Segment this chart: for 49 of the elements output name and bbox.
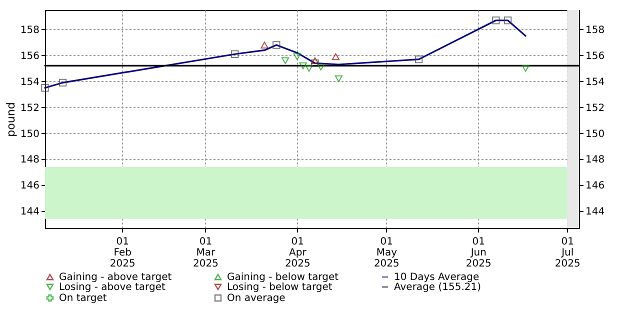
- point: [281, 57, 290, 64]
- point: [41, 84, 49, 92]
- y-tick-label: 152: [20, 102, 40, 114]
- legend-label: Losing - above target: [59, 282, 166, 293]
- x-tick-label: 01 Feb 2025: [110, 236, 136, 270]
- point: [311, 57, 319, 64]
- y-tick-label: 144: [20, 206, 40, 218]
- x-tick-label: 01 Mar 2025: [192, 236, 218, 270]
- point: [522, 64, 530, 72]
- point: [492, 16, 500, 24]
- y2-tick-label: 158: [586, 24, 605, 36]
- legend-label: Losing - below target: [227, 282, 332, 293]
- y-axis-title: pound: [4, 102, 18, 137]
- legend-label: Gaining - below target: [227, 272, 339, 283]
- point: [305, 64, 313, 72]
- y2-tick-label: 148: [586, 154, 605, 166]
- point: [414, 55, 423, 64]
- x-tick-label: 01 May 2025: [374, 236, 400, 270]
- y2-tick-label: 150: [586, 128, 605, 140]
- y-tick-label: 154: [20, 76, 40, 88]
- x-tick-label: 01 Jul 2025: [554, 236, 580, 270]
- y2-tick-label: 154: [586, 76, 605, 88]
- y-tick-label: 148: [20, 154, 40, 166]
- point: [504, 16, 512, 24]
- point: [260, 42, 268, 48]
- legend-label: On average: [227, 293, 286, 304]
- point: [272, 41, 280, 49]
- point: [293, 53, 302, 60]
- point: [58, 78, 67, 87]
- x-tick-label: 01 Jun 2025: [466, 236, 492, 270]
- y2-tick-label: 156: [586, 50, 605, 62]
- point: [332, 53, 340, 60]
- point: [317, 64, 325, 70]
- point: [231, 50, 239, 58]
- point: [311, 59, 319, 68]
- y2-tick-label: 144: [586, 206, 605, 218]
- point: [299, 62, 307, 70]
- x-tick-label: 01 Apr 2025: [284, 236, 310, 270]
- legend-label: 10 Days Average: [394, 272, 480, 283]
- legend-label: Average (155.21): [394, 282, 482, 293]
- y-tick-label: 156: [20, 50, 40, 62]
- legend-label: Gaining - above target: [59, 272, 172, 283]
- y2-tick-label: 146: [586, 180, 605, 192]
- y2-tick-label: 152: [586, 102, 605, 114]
- y-tick-label: 146: [20, 180, 40, 192]
- point: [334, 75, 343, 82]
- legend-label: On target: [59, 293, 107, 304]
- y-tick-label: 158: [20, 24, 40, 36]
- y-tick-label: 150: [20, 128, 40, 140]
